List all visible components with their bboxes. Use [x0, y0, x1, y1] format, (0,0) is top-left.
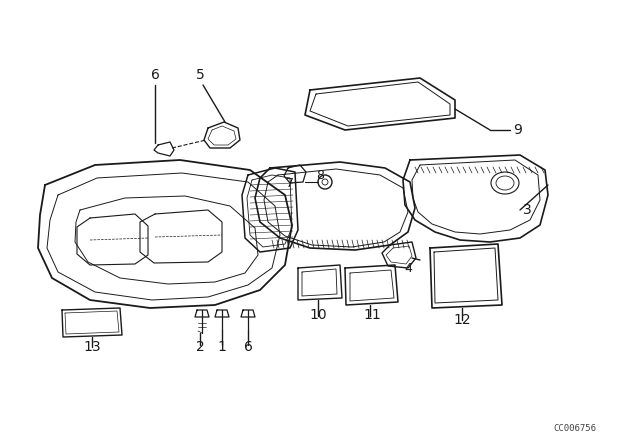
Text: 6: 6	[244, 340, 252, 354]
Text: CC006756: CC006756	[554, 423, 596, 432]
Text: 10: 10	[309, 308, 327, 322]
Text: 13: 13	[83, 340, 101, 354]
Text: 4: 4	[404, 262, 412, 275]
Text: 11: 11	[363, 308, 381, 322]
Text: 3: 3	[523, 203, 531, 217]
Text: 8: 8	[316, 168, 324, 181]
Text: 6: 6	[150, 68, 159, 82]
Text: 12: 12	[453, 313, 471, 327]
Text: 9: 9	[513, 123, 522, 137]
Text: 5: 5	[196, 68, 204, 82]
Text: 7: 7	[286, 177, 294, 190]
Text: 1: 1	[218, 340, 227, 354]
Text: 2: 2	[196, 340, 204, 354]
